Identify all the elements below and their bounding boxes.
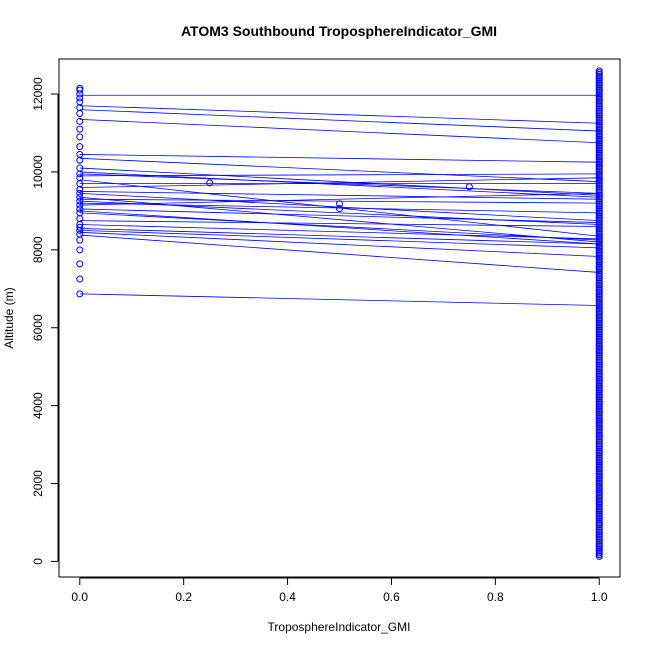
data-point (465, 183, 473, 191)
series-line (79, 157, 600, 183)
data-point (76, 246, 84, 254)
data-point (76, 84, 84, 92)
x-tick-label: 0.6 (383, 590, 400, 604)
series-line (79, 293, 600, 306)
plot-frame (58, 58, 621, 578)
series-line (79, 212, 600, 241)
x-axis-title: TroposphereIndicator_GMI (268, 620, 411, 634)
data-point (595, 67, 603, 75)
data-point (76, 117, 84, 125)
data-point (76, 150, 84, 158)
data-point (336, 205, 343, 213)
y-axis: 0 2000 4000 6000 8000 10000 12000 (31, 77, 59, 565)
x-tick-label: 0.0 (71, 590, 88, 604)
series-line (79, 210, 600, 245)
y-tick-label: 2000 (31, 470, 45, 497)
series-line (79, 192, 600, 206)
data-point (76, 197, 84, 205)
series-line (79, 167, 600, 196)
chart-title: ATOM3 Southbound TroposphereIndicator_GM… (181, 23, 497, 39)
data-point (76, 201, 84, 209)
data-point (76, 98, 84, 106)
x-axis: 0.0 0.2 0.4 0.6 0.8 1.0 (71, 577, 608, 604)
y-tick-label: 4000 (31, 392, 45, 419)
y-tick-label: 12000 (31, 77, 45, 111)
series-line (79, 196, 600, 243)
x-tick-label: 0.4 (279, 590, 296, 604)
y-tick-label: 8000 (31, 236, 45, 263)
y-axis-title: Altitude (m) (2, 287, 16, 348)
data-point (76, 174, 84, 182)
y-tick-label: 6000 (31, 314, 45, 341)
data-point (76, 94, 84, 102)
series-line (79, 171, 600, 198)
y-tick-label: 0 (31, 558, 45, 565)
data-point (76, 290, 84, 298)
data-point (336, 200, 343, 208)
series-line (79, 229, 600, 249)
data-point (76, 193, 84, 201)
series-line (79, 234, 600, 273)
series-line (79, 220, 600, 227)
series-line (79, 228, 600, 245)
series-line (79, 118, 600, 144)
series-line (79, 191, 600, 200)
series-line (79, 179, 600, 237)
data-point (76, 230, 84, 238)
data-point (76, 86, 84, 94)
x-tick-label: 0.8 (487, 590, 504, 604)
series-line (79, 231, 600, 257)
data-point (76, 133, 84, 141)
series-line (79, 105, 600, 124)
series-line (79, 173, 600, 177)
x-tick-label: 1.0 (591, 590, 608, 604)
data-point (76, 260, 84, 268)
data-point (76, 205, 84, 213)
data-point (76, 209, 84, 217)
series-line (79, 224, 600, 240)
data-point (76, 164, 84, 172)
series-line (79, 173, 600, 194)
data-point (206, 179, 214, 187)
data-point (76, 275, 84, 283)
data-point (76, 125, 84, 133)
series-line (79, 177, 600, 188)
plot-marks (76, 67, 603, 560)
data-point (76, 223, 84, 231)
x-tick-label: 0.2 (175, 590, 192, 604)
y-tick-label: 10000 (31, 155, 45, 189)
data-point (76, 189, 84, 197)
series-line (79, 154, 600, 163)
data-point (76, 143, 84, 151)
series-line (79, 109, 600, 132)
